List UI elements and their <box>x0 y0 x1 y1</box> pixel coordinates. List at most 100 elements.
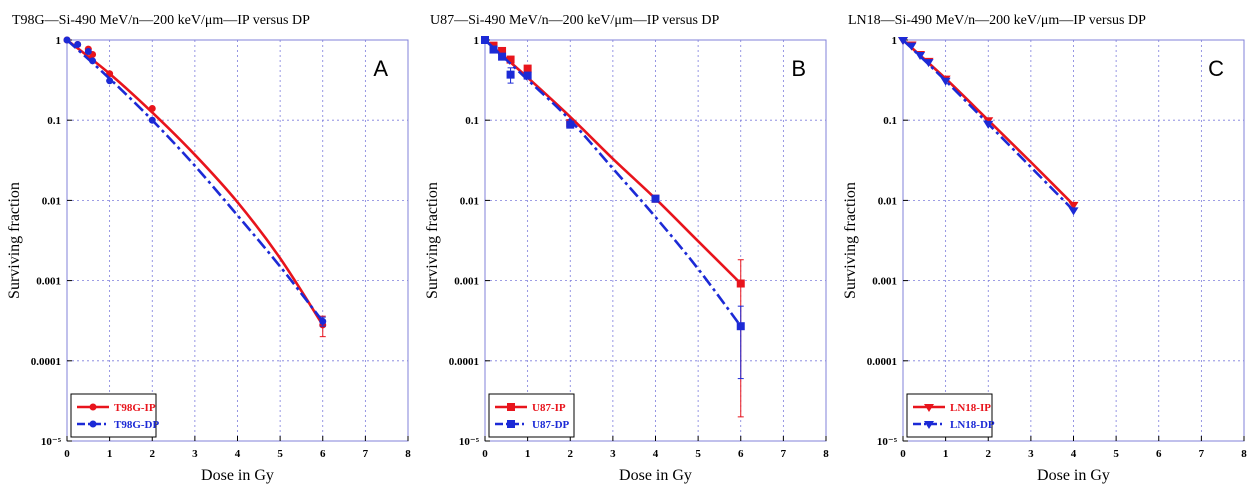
y-tick-label: 0.0001 <box>867 356 897 368</box>
x-tick-label: 1 <box>107 448 113 460</box>
data-point <box>923 59 934 68</box>
y-tick-label: 0.001 <box>36 276 61 288</box>
data-point <box>523 64 532 73</box>
x-tick-label: 4 <box>1071 448 1077 460</box>
chart-panel-a: T98G—Si-490 MeV/n—200 keV/μm—IP versus D… <box>6 13 411 484</box>
x-tick-label: 1 <box>943 448 949 460</box>
legend-marker <box>89 420 97 428</box>
data-point <box>506 55 515 64</box>
data-point <box>74 40 82 48</box>
x-tick-label: 7 <box>363 448 369 460</box>
legend-marker <box>924 404 934 412</box>
y-tick-label: 0.0001 <box>449 356 479 368</box>
data-point <box>498 52 507 61</box>
series-t98g-dp <box>63 36 327 327</box>
data-point <box>940 77 951 86</box>
y-axis-label: Surviving fraction <box>424 182 441 299</box>
data-point <box>63 36 71 44</box>
y-tick-label: 1 <box>892 35 898 47</box>
data-point <box>106 77 114 85</box>
legend-label: T98G-DP <box>114 419 160 431</box>
data-point <box>489 45 498 54</box>
data-point <box>1068 201 1079 210</box>
data-point <box>736 322 745 331</box>
y-tick-label: 0.001 <box>454 276 479 288</box>
chart-panel-b: U87—Si-490 MeV/n—200 keV/μm—IP versus DP… <box>424 13 829 484</box>
y-tick-label: 0.01 <box>460 195 479 207</box>
data-point <box>915 52 926 61</box>
data-point <box>89 57 97 65</box>
y-axis-label: Surviving fraction <box>6 182 23 299</box>
grid <box>485 40 826 441</box>
x-tick-label: 6 <box>738 448 744 460</box>
legend-marker <box>89 403 97 411</box>
x-tick-label: 8 <box>405 448 411 460</box>
data-point <box>736 279 745 288</box>
legend-label: U87-IP <box>532 402 566 414</box>
x-tick-label: 0 <box>482 448 488 460</box>
data-point <box>498 46 507 55</box>
x-tick-label: 4 <box>235 448 241 460</box>
x-axis-label: Dose in Gy <box>201 467 274 484</box>
panel-letter: C <box>1208 56 1224 81</box>
y-axis-label: Surviving fraction <box>842 182 859 299</box>
series-line <box>66 38 324 326</box>
data-point <box>906 42 917 51</box>
y-tick-label: 0.0001 <box>31 356 61 368</box>
x-tick-label: 8 <box>823 448 829 460</box>
data-point <box>651 194 660 203</box>
y-tick-label: 0.1 <box>47 115 61 127</box>
x-axis-label: Dose in Gy <box>1037 467 1110 484</box>
data-point <box>506 70 515 79</box>
x-tick-label: 5 <box>695 448 701 460</box>
series-u87-dp <box>481 36 745 380</box>
x-tick-label: 2 <box>568 448 574 460</box>
legend-box <box>906 393 993 438</box>
data-point <box>566 120 575 129</box>
chart-panel-c: LN18—Si-490 MeV/n—200 keV/μm—IP versus D… <box>842 13 1247 484</box>
panel-letter: B <box>791 56 806 81</box>
data-point <box>1068 207 1079 216</box>
x-tick-label: 6 <box>1156 448 1162 460</box>
x-tick-label: 2 <box>150 448 156 460</box>
data-point <box>481 36 489 44</box>
y-tick-label: 10⁻⁵ <box>41 436 62 448</box>
data-point <box>898 37 908 45</box>
chart-title: LN18—Si-490 MeV/n—200 keV/μm—IP versus D… <box>848 13 1146 28</box>
x-tick-label: 3 <box>610 448 616 460</box>
x-tick-label: 4 <box>653 448 659 460</box>
x-tick-label: 2 <box>986 448 992 460</box>
y-tick-label: 0.01 <box>878 195 897 207</box>
x-tick-label: 3 <box>192 448 198 460</box>
y-tick-label: 10⁻⁵ <box>877 436 898 448</box>
panel-letter: A <box>373 56 388 81</box>
x-tick-label: 7 <box>1199 448 1205 460</box>
y-tick-label: 1 <box>474 35 480 47</box>
y-tick-label: 1 <box>56 35 62 47</box>
legend: T98G-IP T98G-DP <box>70 393 160 438</box>
data-point <box>523 71 532 80</box>
y-tick-label: 0.1 <box>465 115 479 127</box>
x-axis-label: Dose in Gy <box>619 467 692 484</box>
legend-label: LN18-DP <box>950 419 995 431</box>
x-tick-label: 8 <box>1241 448 1247 460</box>
grid <box>903 40 1244 441</box>
series-line <box>484 39 742 327</box>
y-tick-label: 0.1 <box>883 115 897 127</box>
x-tick-label: 5 <box>1113 448 1119 460</box>
x-tick-label: 6 <box>320 448 326 460</box>
chart-title: U87—Si-490 MeV/n—200 keV/μm—IP versus DP <box>430 13 720 28</box>
legend-marker <box>507 420 515 428</box>
y-tick-label: 0.01 <box>42 195 61 207</box>
x-tick-label: 1 <box>525 448 531 460</box>
x-tick-label: 0 <box>64 448 70 460</box>
y-tick-label: 0.001 <box>872 276 897 288</box>
x-tick-label: 5 <box>277 448 283 460</box>
series-ln18-dp <box>898 37 1079 216</box>
data-point <box>148 116 156 124</box>
legend-box <box>488 393 575 438</box>
data-point <box>148 104 156 112</box>
grid <box>67 40 408 441</box>
legend-label: LN18-IP <box>950 402 991 414</box>
